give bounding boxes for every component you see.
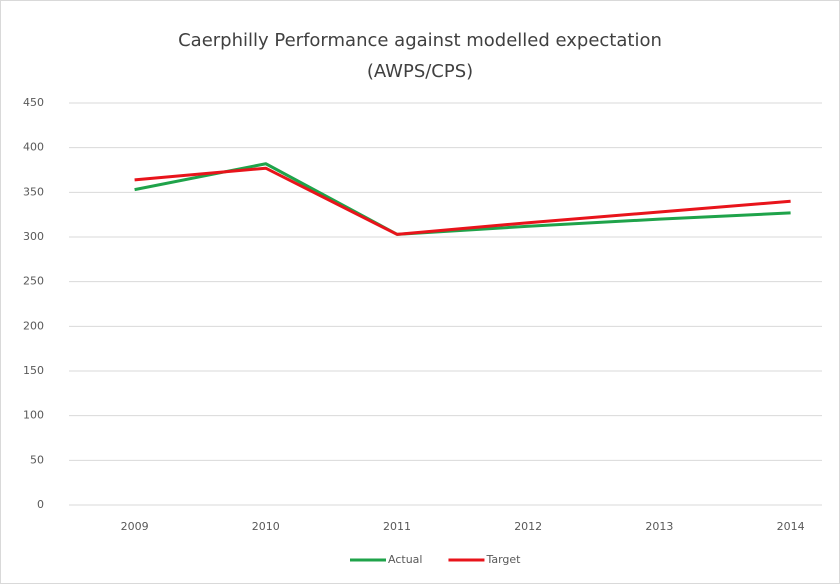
- x-tick-label: 2012: [514, 520, 542, 533]
- y-tick-label: 150: [23, 364, 44, 377]
- x-tick-label: 2009: [121, 520, 149, 533]
- legend-label: Target: [485, 553, 521, 566]
- y-tick-label: 50: [30, 453, 44, 466]
- y-tick-label: 450: [23, 96, 44, 109]
- y-tick-label: 400: [23, 141, 44, 154]
- y-tick-label: 300: [23, 230, 44, 243]
- x-tick-label: 2014: [777, 520, 805, 533]
- chart-subtitle: (AWPS/CPS): [367, 61, 473, 82]
- y-tick-label: 100: [23, 409, 44, 422]
- y-tick-label: 250: [23, 275, 44, 288]
- x-tick-label: 2011: [383, 520, 411, 533]
- chart-title: Caerphilly Performance against modelled …: [178, 30, 662, 51]
- x-tick-label: 2013: [645, 520, 673, 533]
- series-line: [134, 166, 791, 236]
- y-tick-label: 0: [37, 498, 44, 511]
- x-tick-label: 2010: [252, 520, 280, 533]
- series-line: [134, 162, 791, 236]
- legend-label: Actual: [388, 553, 422, 566]
- y-tick-label: 200: [23, 319, 44, 332]
- y-tick-label: 350: [23, 185, 44, 198]
